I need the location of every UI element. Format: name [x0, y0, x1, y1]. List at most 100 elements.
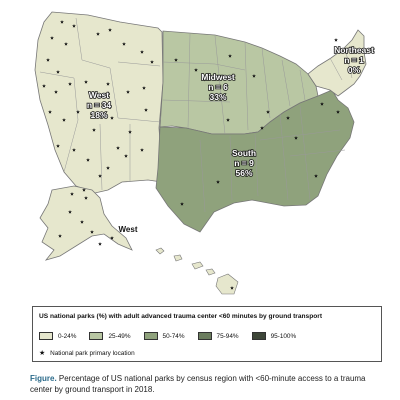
map-legend: US national parks (%) with adult advance…	[32, 306, 382, 362]
park-star-marker	[144, 108, 148, 112]
park-star-marker	[42, 84, 46, 88]
park-star-marker	[106, 82, 110, 86]
park-star-marker	[56, 144, 60, 148]
figure-caption: Figure. Percentage of US national parks …	[30, 374, 370, 395]
park-star-marker	[110, 116, 114, 120]
legend-location-label: National park primary location	[50, 349, 135, 357]
west-percent: 18%	[90, 110, 107, 120]
park-star-marker	[126, 90, 130, 94]
park-star-marker	[62, 118, 66, 122]
park-star-marker	[140, 50, 144, 54]
legend-item-label: 75-94%	[216, 332, 239, 340]
park-star-marker	[54, 90, 58, 94]
west-region	[34, 11, 164, 194]
park-star-marker	[72, 148, 76, 152]
park-star-marker	[92, 128, 96, 132]
region-labels: West n = 34 18% Midwest n = 6 33% Northe…	[86, 44, 375, 234]
midwest-label: Midwest	[201, 72, 235, 82]
legend-item-label: 0-24%	[58, 332, 77, 340]
park-star-marker	[98, 174, 102, 178]
legend-park-location: ★ National park primary location	[39, 349, 135, 358]
park-markers	[42, 20, 340, 290]
park-star-marker	[108, 28, 112, 32]
south-label: South	[232, 148, 256, 158]
park-star-marker	[116, 146, 120, 150]
park-star-marker	[90, 230, 94, 234]
hawaii-island-4	[205, 268, 216, 276]
midwest-count: n = 6	[208, 82, 228, 92]
hawaii-island-1	[155, 247, 165, 255]
park-star-marker	[98, 242, 102, 246]
legend-title: US national parks (%) with adult advance…	[39, 313, 323, 320]
legend-item-75-94: 75-94%	[197, 332, 239, 340]
south-region	[155, 89, 355, 233]
park-star-marker	[180, 202, 184, 206]
hawaii-island-2	[173, 254, 183, 262]
park-star-marker	[48, 110, 52, 114]
legend-swatch	[89, 332, 104, 340]
park-star-marker	[142, 86, 146, 90]
northeast-label: Northeast	[334, 45, 374, 55]
legend-swatch	[251, 332, 266, 340]
west-label: West	[89, 90, 109, 100]
alaska-inset	[39, 185, 133, 261]
park-star-marker	[56, 70, 60, 74]
hawaii-island-5	[215, 273, 239, 295]
legend-item-50-74: 50-74%	[143, 332, 185, 340]
park-star-marker	[76, 110, 80, 114]
park-star-marker	[110, 236, 114, 240]
hawaii-island-3	[191, 261, 204, 270]
park-star-marker	[60, 20, 64, 24]
park-star-marker	[64, 42, 68, 46]
park-star-marker	[106, 166, 110, 170]
park-star-marker	[260, 126, 264, 130]
park-star-marker	[286, 116, 290, 120]
legend-items: 0-24% 25-49% 50-74% 75-94% 95-100%	[39, 332, 309, 340]
legend-swatch	[143, 332, 158, 340]
park-star-marker	[266, 110, 270, 114]
park-star-marker	[230, 286, 234, 290]
northeast-percent: 0%	[348, 65, 361, 75]
legend-swatch	[197, 332, 212, 340]
park-star-marker	[68, 82, 72, 86]
park-star-marker	[58, 234, 62, 238]
us-regions-map: West n = 34 18% Midwest n = 6 33% Northe…	[34, 11, 375, 295]
legend-item-0-24: 0-24%	[39, 332, 76, 340]
star-icon: ★	[39, 350, 46, 357]
park-star-marker	[124, 154, 128, 158]
legend-item-label: 25-49%	[108, 332, 131, 340]
caption-text: Percentage of US national parks by censu…	[30, 374, 366, 394]
park-star-marker	[80, 220, 84, 224]
state-borders	[39, 17, 353, 213]
park-star-marker	[174, 58, 178, 62]
midwest-percent: 33%	[209, 92, 226, 102]
park-star-marker	[82, 188, 86, 192]
park-star-marker	[72, 24, 76, 28]
legend-swatch	[39, 332, 53, 340]
park-star-marker	[336, 110, 340, 114]
park-star-marker	[84, 80, 88, 84]
legend-item-label: 50-74%	[162, 332, 185, 340]
park-star-marker	[70, 192, 74, 196]
park-star-marker	[216, 180, 220, 184]
park-star-marker	[334, 38, 338, 42]
alaska-shape	[39, 185, 133, 261]
park-star-marker	[210, 94, 214, 98]
park-star-marker	[150, 60, 154, 64]
park-star-marker	[122, 42, 126, 46]
park-star-marker	[294, 136, 298, 140]
park-star-marker	[226, 118, 230, 122]
northeast-count: n = 1	[344, 55, 364, 65]
legend-item-95-100: 95-100%	[251, 332, 296, 340]
legend-item-25-49: 25-49%	[89, 332, 131, 340]
northeast-region	[307, 29, 367, 97]
park-star-marker	[194, 68, 198, 72]
park-star-marker	[140, 148, 144, 152]
park-star-marker	[128, 130, 132, 134]
park-star-marker	[96, 32, 100, 36]
contiguous-us	[34, 11, 367, 233]
park-star-marker	[86, 158, 90, 162]
west-count: n = 34	[87, 100, 112, 110]
park-star-marker	[228, 54, 232, 58]
park-star-marker	[68, 210, 72, 214]
